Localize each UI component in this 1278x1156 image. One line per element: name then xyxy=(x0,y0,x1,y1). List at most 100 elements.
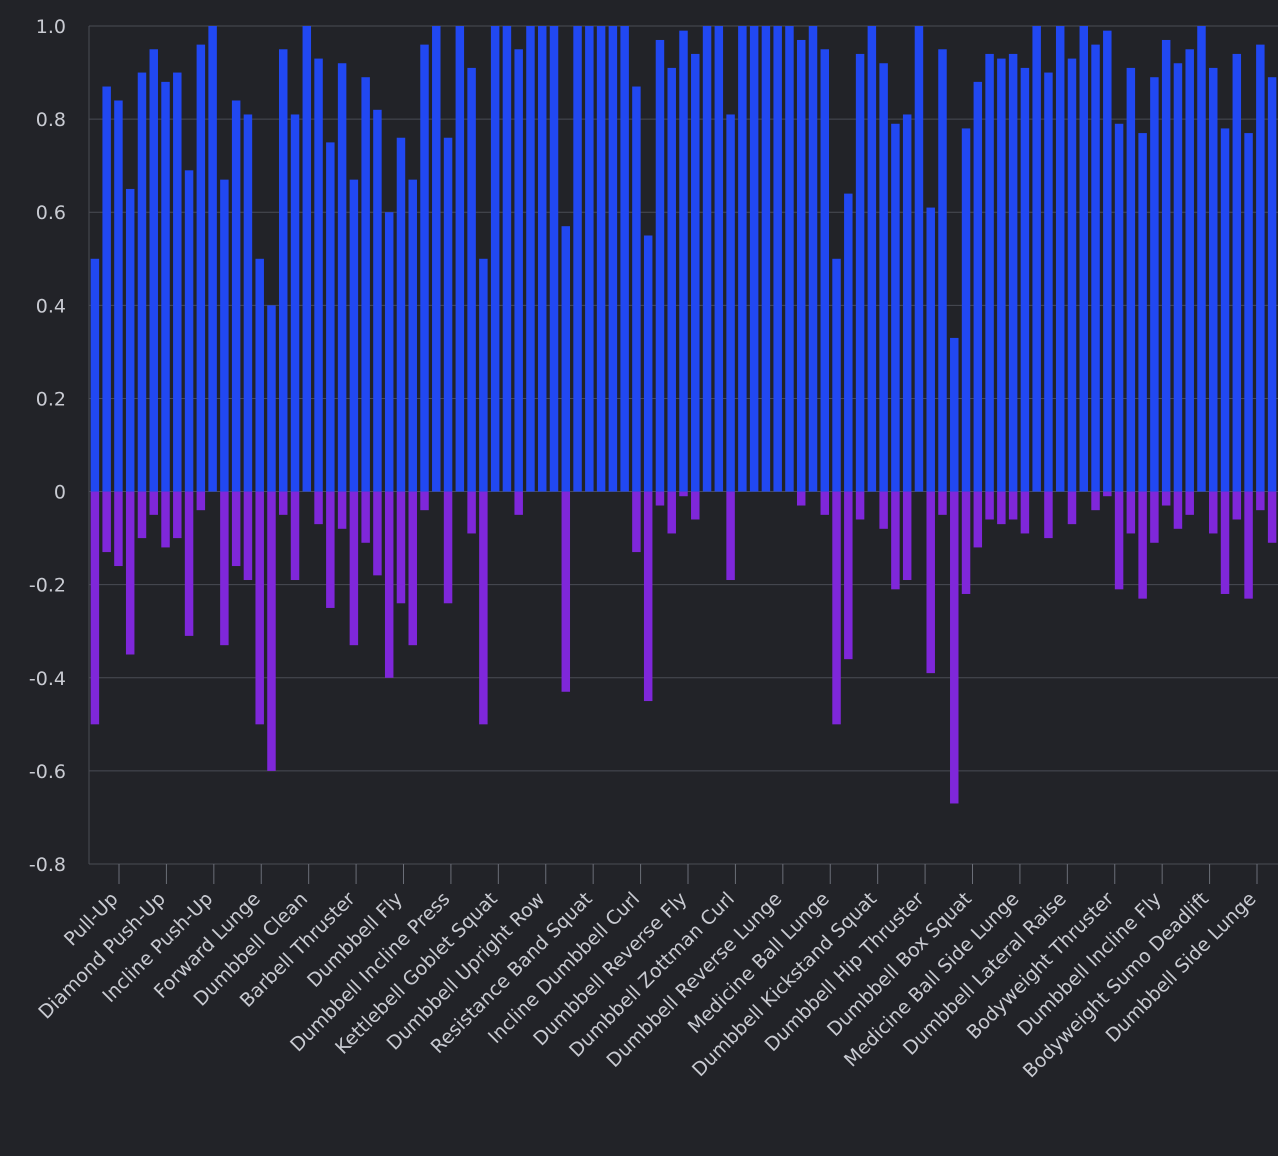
bar-negative xyxy=(1008,491,1018,520)
bar-negative xyxy=(102,491,111,553)
bar-positive xyxy=(173,72,182,492)
bar-negative xyxy=(1114,491,1124,590)
bar-negative xyxy=(1067,491,1077,525)
bar-positive xyxy=(1173,63,1183,492)
bar-positive xyxy=(90,258,100,492)
y-tick-label: 1.0 xyxy=(36,16,66,38)
bar-positive xyxy=(796,39,806,492)
bar-negative xyxy=(1173,491,1183,529)
bar-positive xyxy=(1044,72,1053,492)
bar-negative xyxy=(196,491,206,511)
bar-positive xyxy=(243,114,253,492)
bar-negative xyxy=(373,491,382,576)
bar-negative xyxy=(855,491,865,520)
bar-negative xyxy=(314,491,323,525)
bar-negative xyxy=(173,491,182,539)
bar-positive xyxy=(608,26,618,492)
bar-negative xyxy=(1256,491,1265,511)
bar-positive xyxy=(1091,44,1100,492)
bar-positive xyxy=(643,235,653,492)
bar-positive xyxy=(914,26,924,492)
bar-positive xyxy=(926,207,935,492)
bar-negative xyxy=(632,491,641,553)
bar-positive xyxy=(479,258,488,492)
bar-negative xyxy=(820,491,830,515)
bar-positive xyxy=(114,100,123,492)
bar-negative xyxy=(290,491,300,581)
bar-negative xyxy=(655,491,665,506)
bar-positive xyxy=(549,26,559,492)
y-tick-label: 0 xyxy=(54,482,66,504)
bar-negative xyxy=(90,491,100,725)
bar-positive xyxy=(573,26,582,492)
bar-positive xyxy=(537,26,547,492)
bar-negative xyxy=(667,491,676,534)
bar-negative xyxy=(1044,491,1053,539)
bar-positive xyxy=(1256,44,1265,492)
y-tick-label: -0.6 xyxy=(29,761,66,783)
bar-positive xyxy=(137,72,147,492)
bar-positive xyxy=(373,109,382,492)
bar-positive xyxy=(714,26,724,492)
bar-positive xyxy=(726,114,735,492)
bar-positive xyxy=(161,81,170,492)
bar-negative xyxy=(796,491,806,506)
bar-negative xyxy=(243,491,253,581)
bar-negative xyxy=(891,491,900,590)
bar-positive xyxy=(596,26,606,492)
bar-positive xyxy=(1185,49,1194,492)
bar-negative xyxy=(161,491,170,548)
bar-positive xyxy=(1138,133,1147,492)
bar-negative xyxy=(255,491,264,725)
bar-negative xyxy=(361,491,370,543)
bar-positive xyxy=(985,53,994,492)
bar-positive xyxy=(1232,53,1242,492)
bar-positive xyxy=(196,44,206,492)
bar-positive xyxy=(290,114,300,492)
y-tick-label: 0.8 xyxy=(36,109,66,131)
bar-positive xyxy=(337,63,347,492)
bar-positive xyxy=(302,26,312,492)
bar-positive xyxy=(585,26,594,492)
bar-negative xyxy=(1103,491,1112,497)
y-axis: 1.0 0.8 0.6 0.4 0.2 0 -0.2 -0.4 -0.6 -0.8 xyxy=(29,16,90,876)
bar-positive xyxy=(502,26,512,492)
bar-positive xyxy=(184,170,194,492)
bar-positive xyxy=(702,26,712,492)
bar-negative xyxy=(1091,491,1100,511)
bar-positive xyxy=(761,26,771,492)
bar-positive xyxy=(844,193,853,492)
bar-positive xyxy=(855,53,865,492)
bar-positive xyxy=(432,26,441,492)
bars xyxy=(90,26,1277,804)
bar-negative xyxy=(326,491,335,608)
bar-positive xyxy=(326,142,335,492)
bar-negative xyxy=(879,491,888,529)
bar-negative xyxy=(961,491,971,594)
bar-positive xyxy=(443,137,453,492)
bar-positive xyxy=(879,63,888,492)
bar-negative xyxy=(443,491,453,604)
bar-positive xyxy=(1267,77,1277,492)
bar-positive xyxy=(267,305,276,492)
bar-positive xyxy=(526,26,535,492)
bar-negative xyxy=(137,491,147,539)
bar-positive xyxy=(1244,133,1253,492)
bar-positive xyxy=(691,53,700,492)
bar-positive xyxy=(1008,53,1018,492)
bar-negative xyxy=(832,491,841,725)
bar-negative xyxy=(514,491,523,515)
bar-negative xyxy=(231,491,241,567)
bar-positive xyxy=(561,226,571,492)
bar-negative xyxy=(149,491,158,515)
bar-positive xyxy=(902,114,912,492)
bar-negative xyxy=(973,491,983,548)
bar-negative xyxy=(1126,491,1136,534)
bar-negative xyxy=(184,491,194,636)
bar-negative xyxy=(643,491,653,702)
bar-positive xyxy=(938,49,947,492)
bar-positive xyxy=(997,58,1006,492)
bar-negative xyxy=(1209,491,1218,534)
bar-negative xyxy=(950,491,959,804)
bar-negative xyxy=(349,491,359,646)
